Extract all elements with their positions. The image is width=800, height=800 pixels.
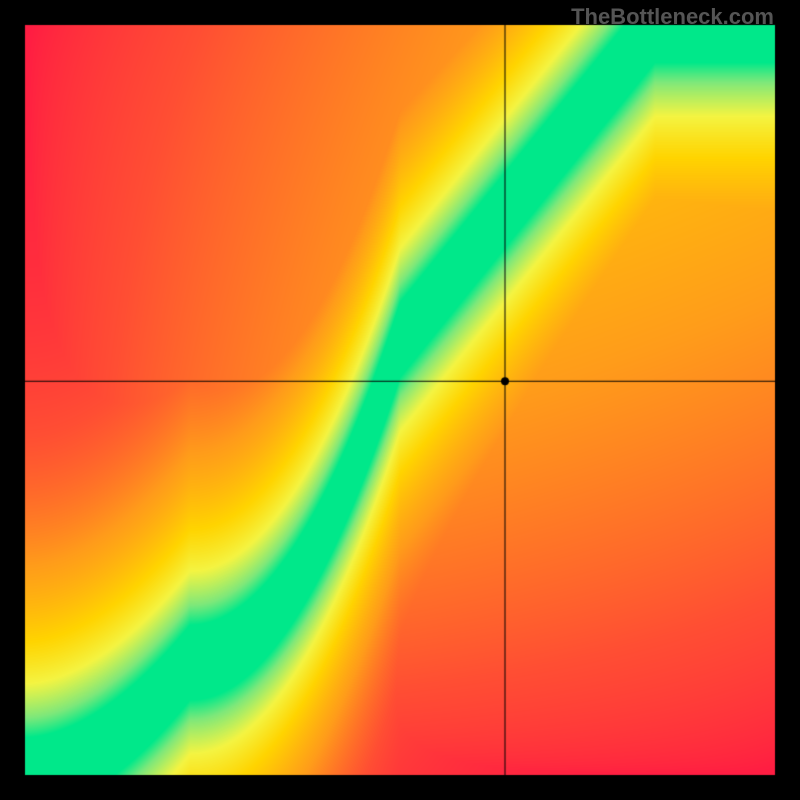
watermark-label: TheBottleneck.com — [571, 4, 774, 30]
bottleneck-heatmap-container: TheBottleneck.com — [0, 0, 800, 800]
heatmap-canvas — [0, 0, 800, 800]
